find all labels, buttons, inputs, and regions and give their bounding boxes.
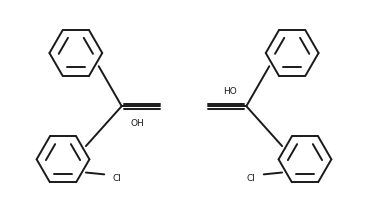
Text: OH: OH <box>131 119 145 128</box>
Text: Cl: Cl <box>113 174 121 183</box>
Text: Cl: Cl <box>247 174 255 183</box>
Text: HO: HO <box>223 87 237 96</box>
